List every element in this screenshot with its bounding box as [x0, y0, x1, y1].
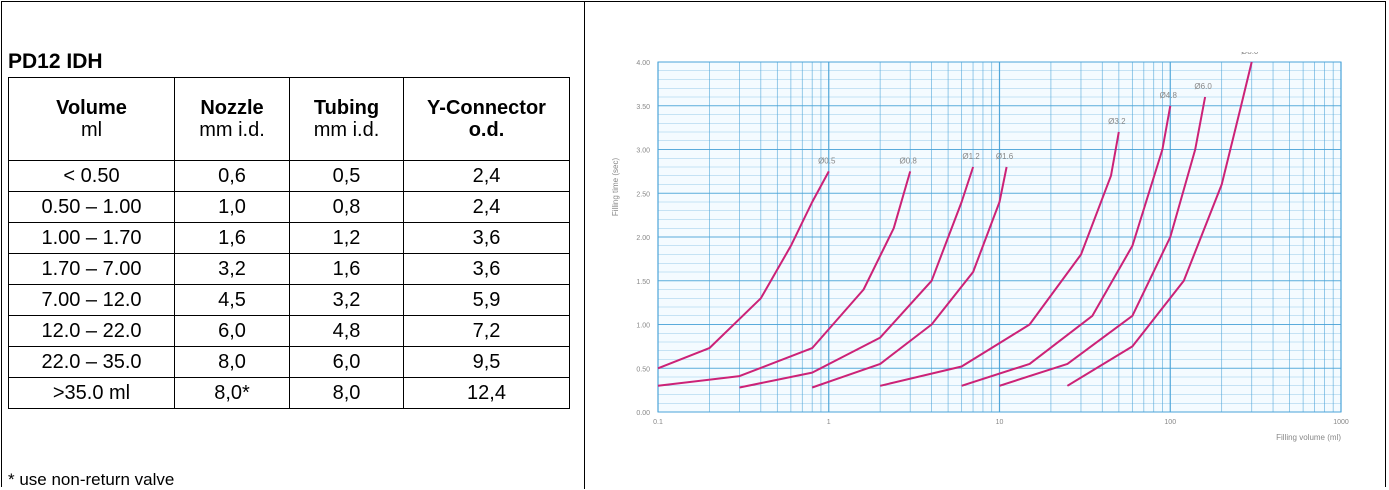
- y-tick-label: 0.00: [636, 410, 650, 417]
- table-row: 12.0 – 22.0 6,0 4,8 7,2: [8, 315, 570, 347]
- table-row: < 0.50 0,6 0,5 2,4: [8, 160, 570, 192]
- cell-nozzle: 8,0: [174, 346, 290, 378]
- header-volume-label: Volume: [56, 97, 127, 119]
- table-row: 0.50 – 1.00 1,0 0,8 2,4: [8, 191, 570, 223]
- header-nozzle-unit: mm i.d.: [199, 119, 265, 141]
- header-nozzle: Nozzle mm i.d.: [174, 77, 290, 161]
- cell-nozzle: 0,6: [174, 160, 290, 192]
- table-row: 22.0 – 35.0 8,0 6,0 9,5: [8, 346, 570, 378]
- cell-tubing: 0,5: [289, 160, 404, 192]
- y-tick-label: 2.50: [636, 191, 650, 198]
- header-tubing-unit: mm i.d.: [313, 119, 380, 141]
- table-header-row: Volume ml Nozzle mm i.d. Tubing mm i.d. …: [8, 77, 570, 161]
- cell-volume: 0.50 – 1.00: [8, 191, 175, 223]
- y-tick-label: 2.00: [636, 235, 650, 242]
- y-tick-label: 4.00: [636, 60, 650, 67]
- cell-y-connector: 3,6: [403, 222, 570, 254]
- y-tick-label: 1.50: [636, 279, 650, 286]
- cell-nozzle: 6,0: [174, 315, 290, 347]
- header-y-connector-unit: o.d.: [468, 119, 505, 141]
- x-tick-label: 0.1: [653, 419, 663, 426]
- series-label: Ø6.0: [1194, 82, 1212, 91]
- table-row: 1.00 – 1.70 1,6 1,2 3,6: [8, 222, 570, 254]
- filling-time-chart: 0.00 0.50 1.00 1.50 2.00 2.50 3.00 3.50 4.00 0.1 1…: [606, 52, 1365, 464]
- header-tubing-label: Tubing: [313, 97, 380, 119]
- cell-nozzle: 4,5: [174, 284, 290, 316]
- spec-table: Volume ml Nozzle mm i.d. Tubing mm i.d. …: [8, 77, 570, 409]
- series-label: Ø1.2: [962, 152, 980, 161]
- cell-tubing: 1,6: [289, 253, 404, 285]
- series-label: Ø0.5: [818, 156, 836, 165]
- cell-volume: 1.70 – 7.00: [8, 253, 175, 285]
- series-line: [657, 171, 912, 387]
- header-volume: Volume ml: [8, 77, 175, 161]
- series-line: [657, 170, 830, 370]
- footnote: * use non-return valve: [8, 470, 175, 489]
- table-row: 7.00 – 12.0 4,5 3,2 5,9: [8, 284, 570, 316]
- series-label: Ø0.8: [900, 156, 918, 165]
- cell-tubing: 4,8: [289, 315, 404, 347]
- document-title: PD12 IDH: [8, 50, 103, 73]
- cell-volume: 22.0 – 35.0: [8, 346, 175, 378]
- y-tick-label: 1.00: [636, 323, 650, 330]
- series-label: Ø1.6: [996, 152, 1014, 161]
- series-label: Ø3.2: [1108, 117, 1126, 126]
- cell-volume: >35.0 ml: [8, 377, 175, 409]
- cell-y-connector: 9,5: [403, 346, 570, 378]
- series-line: [811, 166, 1008, 389]
- cell-y-connector: 12,4: [403, 377, 570, 409]
- cell-y-connector: 7,2: [403, 315, 570, 347]
- cell-y-connector: 2,4: [403, 160, 570, 192]
- table-row: 1.70 – 7.00 3,2 1,6 3,6: [8, 253, 570, 285]
- cell-y-connector: 3,6: [403, 253, 570, 285]
- cell-tubing: 6,0: [289, 346, 404, 378]
- x-tick-label: 10: [996, 419, 1004, 426]
- cell-nozzle: 8,0*: [174, 377, 290, 409]
- x-tick-label: 1: [827, 419, 831, 426]
- cell-volume: 12.0 – 22.0: [8, 315, 175, 347]
- header-volume-unit: ml: [80, 119, 103, 141]
- series-line: [961, 105, 1172, 387]
- series-label: Ø4.8: [1160, 91, 1178, 100]
- cell-tubing: 1,2: [289, 222, 404, 254]
- header-nozzle-label: Nozzle: [200, 97, 264, 119]
- cell-tubing: 3,2: [289, 284, 404, 316]
- series-line: [999, 96, 1207, 387]
- cell-volume: 7.00 – 12.0: [8, 284, 175, 316]
- header-tubing: Tubing mm i.d.: [289, 77, 404, 161]
- x-axis-title: Filling volume (ml): [1276, 433, 1341, 442]
- series-line: [739, 166, 975, 389]
- y-tick-label: 0.50: [636, 366, 650, 373]
- cell-nozzle: 1,6: [174, 222, 290, 254]
- series-line: [879, 131, 1120, 387]
- x-tick-label: 1000: [1333, 419, 1349, 426]
- y-axis-title: Filling time (sec): [611, 158, 620, 217]
- series-label: Ø8.0: [1241, 52, 1259, 56]
- column-divider: [584, 1, 585, 489]
- series-line: [1066, 61, 1253, 387]
- y-tick-label: 3.00: [636, 148, 650, 155]
- header-y-connector: Y-Connector o.d.: [403, 77, 570, 161]
- cell-nozzle: 3,2: [174, 253, 290, 285]
- cell-tubing: 8,0: [289, 377, 404, 409]
- cell-y-connector: 5,9: [403, 284, 570, 316]
- header-y-connector-label: Y-Connector: [427, 97, 546, 119]
- cell-volume: 1.00 – 1.70: [8, 222, 175, 254]
- cell-volume: < 0.50: [8, 160, 175, 192]
- table-row: >35.0 ml 8,0* 8,0 12,4: [8, 377, 570, 409]
- cell-y-connector: 2,4: [403, 191, 570, 223]
- y-tick-label: 3.50: [636, 104, 650, 111]
- cell-tubing: 0,8: [289, 191, 404, 223]
- x-tick-label: 100: [1164, 419, 1176, 426]
- chart-svg: 0.00 0.50 1.00 1.50 2.00 2.50 3.00 3.50 4.00 0.1 1…: [611, 52, 1349, 442]
- cell-nozzle: 1,0: [174, 191, 290, 223]
